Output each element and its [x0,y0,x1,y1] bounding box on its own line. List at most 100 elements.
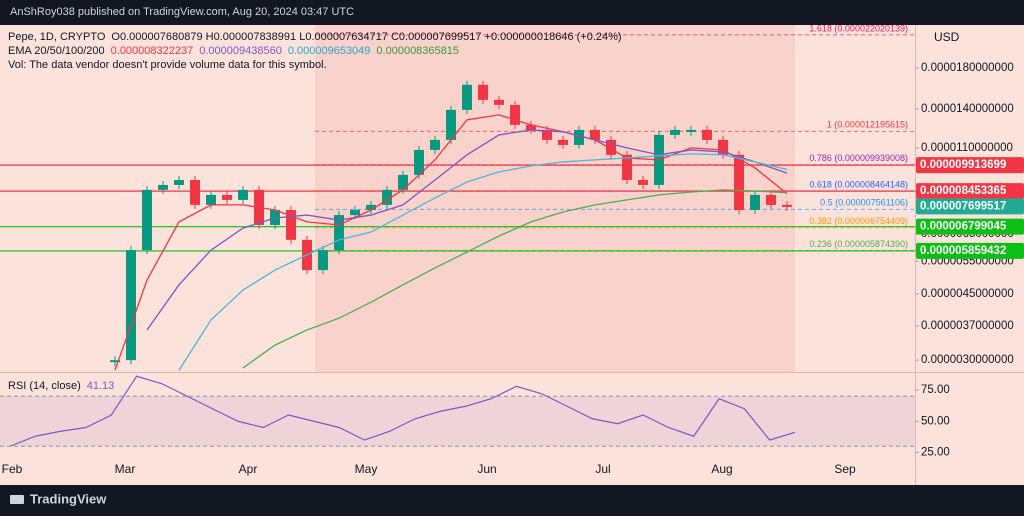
candle [462,84,472,110]
fib-label: 0.382 (0.000006754409) [809,216,908,226]
ema-line [146,129,788,331]
candle [574,129,584,145]
candle [478,84,488,100]
candle [222,194,232,200]
logo [10,495,24,504]
candle [638,180,648,185]
candle [190,180,200,205]
publisher: AnShRoy038 published on TradingView.com,… [10,6,354,18]
candle [398,174,408,190]
x-tick-label: Apr [239,462,258,476]
legend-ema: EMA 20/50/100/200 0.000008322237 0.0000094… [8,45,465,57]
candle [414,149,424,175]
candle [286,210,296,240]
price-label: 0.000009913699 [920,159,1006,171]
currency: USD [934,30,960,44]
candle [718,139,728,155]
candle [590,129,600,140]
ema-value: 0.000009438560 [199,45,282,57]
fib-label: 0.786 (0.000009939008) [809,153,908,163]
ema-line [242,189,788,369]
candle [670,129,680,135]
price-label-box [916,242,1024,259]
rsi-tick-label: 75.00 [921,384,950,396]
price-label: 0.000007699517 [920,200,1006,212]
candle [622,154,632,181]
candle [238,189,248,200]
legend-main: Pepe, 1D, CRYPTO O0.000007680879 H0.00000… [8,31,628,43]
candle [686,129,696,132]
candle [782,204,792,207]
x-tick-label: Aug [711,462,732,476]
candle [702,129,712,140]
candle [734,154,744,211]
candle [526,124,536,130]
fib-label: 1.618 (0.000022020139) [809,23,908,33]
candle [318,250,328,271]
candle [446,109,456,140]
footer-brand: TradingView [30,491,107,506]
candle [366,204,376,211]
candle [494,99,504,105]
fib-zone [315,25,795,372]
x-tick-label: Sep [834,462,856,476]
legend-rsi: RSI (14, close) 41.13 [8,380,120,392]
ema-line [178,153,788,371]
y-tick-label: 0.0000045000000 [921,288,1014,300]
price-label-box [916,183,1024,200]
candle [558,139,568,145]
symbol: Pepe, 1D, CRYPTO [8,31,106,43]
x-tick-label: Mar [115,462,136,476]
rsi-value: 41.13 [86,380,115,392]
fib-label: 0.236 (0.000005874390) [809,239,908,249]
x-tick-label: Jun [477,462,496,476]
candle [142,189,152,251]
candle [382,189,392,205]
ema-value: 0.000009653049 [287,45,371,57]
x-tick-label: Feb [2,462,23,476]
ema-label: EMA 20/50/100/200 [8,45,105,57]
candle [750,194,760,211]
y-tick-label: 0.0000180000000 [921,62,1014,74]
ema-value: 0.000008322237 [110,45,194,57]
rsi-tick-label: 50.00 [921,415,950,427]
candle [126,250,136,361]
fib-label: 1 (0.000012195615) [827,120,908,130]
price-label: 0.000006799045 [920,221,1007,233]
ema-value: 0.000008365815 [376,45,460,57]
candle [334,215,344,251]
fib-label: 0.618 (0.000008464148) [809,179,908,189]
fib-label: 0.5 (0.000007561106) [820,198,908,208]
y-tick-label: 0.0000030000000 [921,354,1014,366]
y-tick-label: 0.0000110000000 [921,142,1013,154]
price-label: 0.000008453365 [920,185,1007,197]
rsi-tick-label: 25.00 [921,447,950,459]
candle [350,210,360,216]
price-label-box [916,198,1024,215]
candle [510,104,520,125]
x-tick-label: May [355,462,378,476]
volume-note: Vol: The data vendor doesn't provide vol… [8,59,327,71]
legend-volume: Vol: The data vendor doesn't provide vol… [8,59,333,71]
rsi-title: RSI (14, close) [8,380,81,392]
price-label-box [916,157,1024,174]
rsi-band [0,396,915,447]
x-tick-label: Jul [595,462,610,476]
candle [174,180,184,185]
y-tick-label: 0.0000037000000 [921,320,1014,332]
candle [606,139,616,155]
candle [542,129,552,140]
candle [158,184,168,190]
ohlc: O0.000007680879 H0.000007838991 L0.00000… [111,31,622,43]
candle [430,139,440,150]
price-label: 0.000005859432 [920,245,1006,257]
candle [766,194,776,205]
rsi-line [9,375,796,447]
price-label-box [916,218,1024,235]
ema-line [114,114,788,371]
candle [206,194,216,205]
candle [110,360,120,363]
y-tick-label: 0.0000140000000 [921,103,1014,115]
